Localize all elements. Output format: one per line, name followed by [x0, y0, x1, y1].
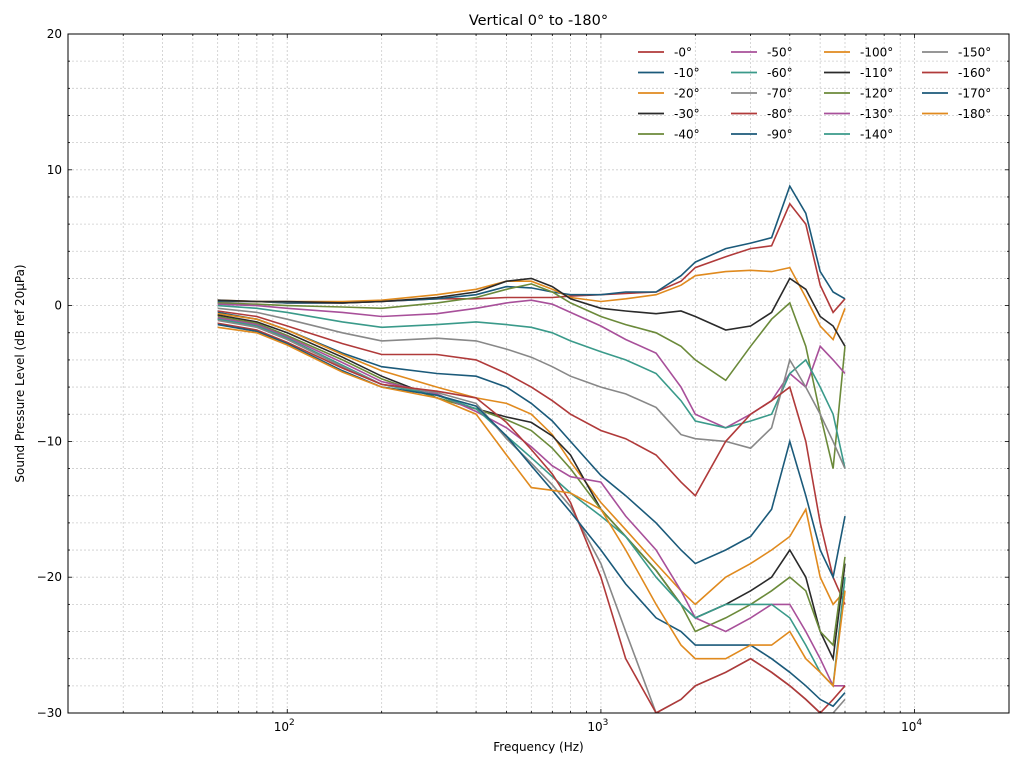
y-tick-label: −10: [37, 434, 62, 448]
legend-label: -170°: [958, 87, 991, 101]
x-axis-title: Frequency (Hz): [493, 740, 584, 754]
legend-label: -120°: [860, 87, 893, 101]
legend-label: -40°: [674, 128, 700, 142]
series-line: [217, 322, 846, 713]
legend-label: -130°: [860, 107, 893, 121]
legend-label: -140°: [860, 128, 893, 142]
series-lines: [217, 184, 846, 713]
series-line: [217, 311, 846, 580]
series-line: [217, 326, 846, 688]
series-line: [217, 304, 846, 469]
y-tick-label: −20: [37, 570, 62, 584]
plot-frame: [67, 33, 1010, 714]
series-line: [217, 299, 846, 429]
legend-label: -90°: [767, 128, 793, 142]
legend-label: -80°: [767, 107, 793, 121]
y-tick-label: 0: [54, 299, 62, 313]
legend-label: -150°: [958, 46, 991, 60]
series-line: [217, 277, 846, 347]
legend: -0° -10° -20° -30° -40° -50° -60° -70° -80° -90° -…: [638, 46, 991, 142]
series-line: [217, 283, 846, 469]
y-tick-label: 20: [47, 27, 62, 41]
y-tick-label: 10: [47, 163, 62, 177]
chart-title: Vertical 0° to -180°: [469, 13, 608, 29]
legend-label: -50°: [767, 46, 793, 60]
legend-label: -100°: [860, 46, 893, 60]
series-line: [217, 317, 845, 687]
y-axis-title: Sound Pressure Level (dB ref 20µPa): [13, 264, 27, 482]
series-line: [217, 312, 846, 606]
legend-label: -60°: [767, 66, 793, 80]
legend-label: -180°: [958, 107, 991, 121]
legend-label: -30°: [674, 107, 700, 121]
x-tick-label: 104: [901, 718, 922, 734]
legend-label: -160°: [958, 66, 991, 80]
x-tick-label: 103: [587, 718, 608, 734]
series-line: [217, 310, 846, 605]
axis-ticks: 102 103 104 −30 −20 −10 0 10 20: [37, 27, 1010, 734]
legend-label: -20°: [674, 87, 700, 101]
series-line: [217, 307, 846, 469]
series-line: [217, 315, 846, 647]
legend-label: -0°: [674, 46, 692, 60]
series-line: [217, 266, 846, 341]
legend-label: -110°: [860, 66, 893, 80]
legend-label: -70°: [767, 87, 793, 101]
legend-label: -10°: [674, 66, 700, 80]
y-tick-label: −30: [37, 706, 62, 720]
x-tick-label: 102: [274, 718, 295, 734]
